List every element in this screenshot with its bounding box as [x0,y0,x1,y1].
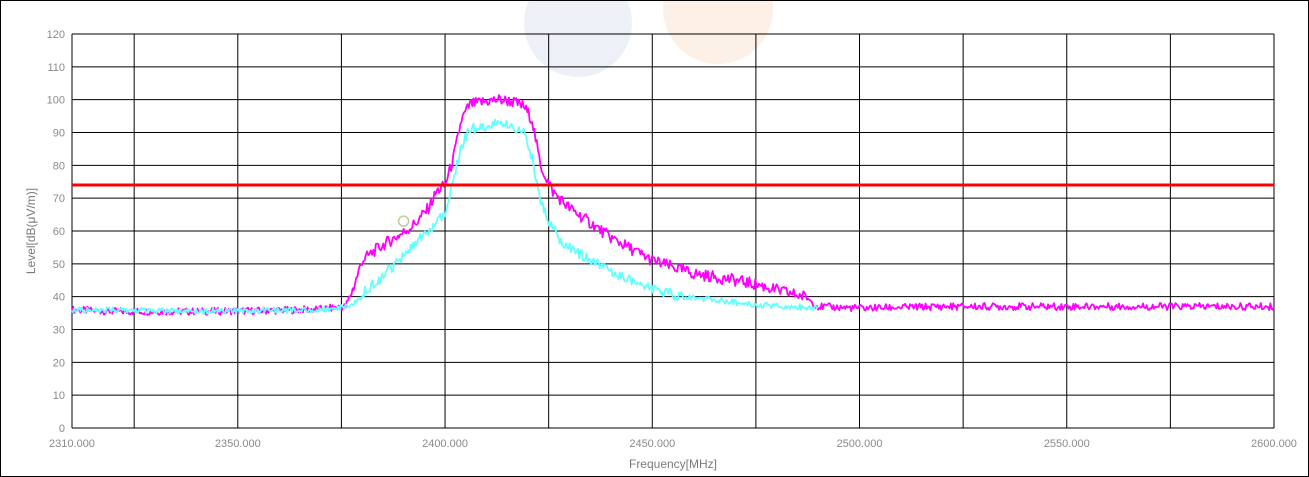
y-axis-label: Level[dB(μV/m)] [24,188,38,274]
x-axis-label: Frequency[MHz] [629,457,717,471]
x-tick-label: 2350.000 [215,438,261,450]
y-tick-label: 30 [53,325,65,337]
y-tick-label: 20 [53,357,65,369]
y-tick-label: 10 [53,390,65,402]
y-tick-label: 80 [53,160,65,172]
x-tick-label: 2400.000 [422,438,468,450]
x-tick-label: 2600.000 [1251,438,1297,450]
grid [71,33,1275,429]
y-tick-label: 50 [53,259,65,271]
series-line [71,118,819,316]
y-tick-label: 110 [47,62,65,74]
y-tick-label: 70 [53,193,65,205]
series-layer [71,94,1275,316]
x-tick-labels: 2310.000 2350.000 2400.000 2450.000 2500.000… [49,438,1297,450]
marker-circle [397,215,410,227]
x-tick-label: 2500.000 [837,438,883,450]
x-tick-label: 2310.000 [49,438,95,450]
series-line [71,94,1275,316]
y-tick-label: 100 [47,95,65,107]
y-tick-label: 0 [59,423,65,435]
y-tick-label: 60 [53,226,65,238]
x-tick-label: 2450.000 [629,438,675,450]
y-tick-label: 90 [53,128,65,140]
y-tick-label: 40 [53,292,65,304]
y-tick-label: 120 [47,29,65,41]
x-tick-label: 2550.000 [1044,438,1090,450]
watermark [524,1,773,77]
y-tick-labels: 0 10 20 30 40 50 60 70 80 90 100 110 120 [47,29,65,435]
